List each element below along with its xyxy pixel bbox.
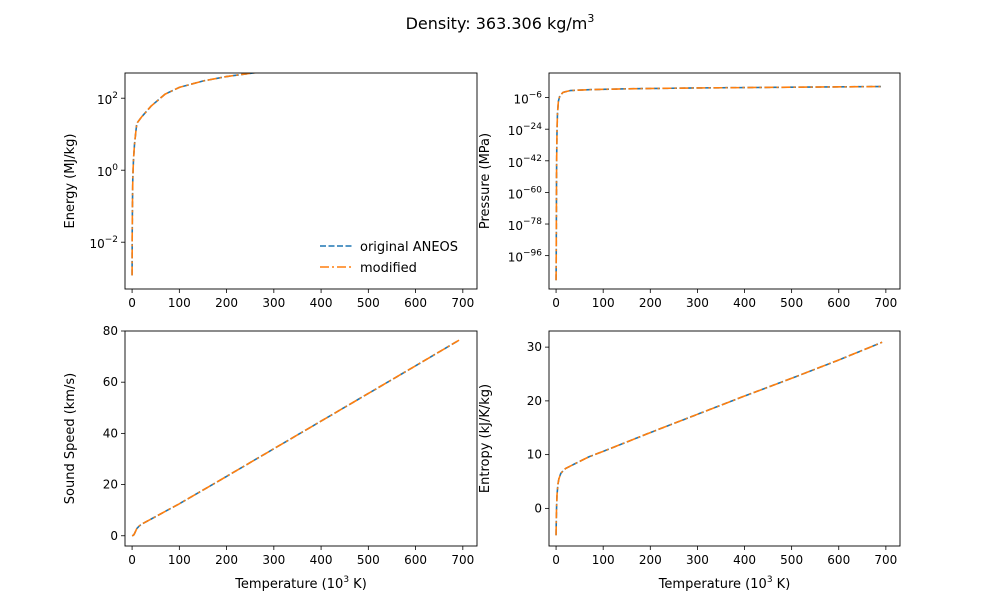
y-tick-label: 10−96 bbox=[508, 249, 543, 265]
x-tick-label: 500 bbox=[780, 296, 803, 310]
x-tick-label: 400 bbox=[733, 296, 756, 310]
series-modified-line bbox=[131, 73, 259, 276]
x-tick-label: 300 bbox=[262, 553, 285, 567]
panel-3: 0 100 200 300 400 500 600 700 0 20 40 60 80 Sound Spe… bbox=[63, 324, 478, 592]
y-tick-label: 20 bbox=[103, 478, 118, 492]
x-tick-label: 600 bbox=[827, 553, 850, 567]
x-tick-label: 600 bbox=[827, 296, 850, 310]
y-tick-label: 10−2 bbox=[89, 235, 118, 251]
axes-frame bbox=[548, 330, 901, 547]
x-tick-label: 700 bbox=[451, 553, 474, 567]
x-tick-label: 600 bbox=[404, 553, 427, 567]
series-modified-line bbox=[555, 85, 883, 281]
x-tick-label: 600 bbox=[404, 296, 427, 310]
series-group bbox=[131, 73, 259, 276]
y-tick-label: 20 bbox=[527, 394, 542, 408]
y-axis-label: Sound Speed (km/s) bbox=[63, 373, 78, 504]
y-tick-label: 0 bbox=[534, 501, 542, 515]
x-tick-label: 100 bbox=[592, 553, 615, 567]
y-tick-label: 10 bbox=[527, 448, 542, 462]
x-tick-label: 200 bbox=[639, 296, 662, 310]
legend: original ANEOS modified bbox=[320, 240, 458, 276]
x-tick-label: 0 bbox=[128, 296, 136, 310]
y-tick-label: 60 bbox=[103, 375, 118, 389]
series-modified-line bbox=[131, 339, 460, 537]
x-tick-label: 400 bbox=[310, 296, 333, 310]
x-tick-label: 100 bbox=[592, 296, 615, 310]
x-tick-label: 400 bbox=[310, 553, 333, 567]
x-tick-label: 700 bbox=[451, 296, 474, 310]
x-axis-label: Temperature (103 K) bbox=[234, 575, 367, 592]
series-original-aneos-line bbox=[555, 341, 883, 536]
x-tick-label: 700 bbox=[874, 296, 897, 310]
x-tick-label: 500 bbox=[357, 296, 380, 310]
panel-1: 0 100 200 300 400 500 600 700 10−2 100 102 Energy (… bbox=[63, 72, 478, 310]
x-tick-label: 100 bbox=[168, 296, 191, 310]
legend-original-label: original ANEOS bbox=[360, 240, 458, 255]
y-axis-label: Entropy (kJ/K/kg) bbox=[478, 384, 493, 493]
axes-frame bbox=[124, 330, 478, 547]
figure-title: Density: 363.306 kg/m3 bbox=[406, 12, 595, 33]
y-tick-label: 80 bbox=[103, 324, 118, 338]
axes-frame bbox=[548, 72, 901, 290]
series-original-aneos-line bbox=[555, 85, 883, 281]
x-tick-label: 200 bbox=[215, 296, 238, 310]
y-tick-label: 10−78 bbox=[508, 217, 543, 233]
x-axis-label: Temperature (103 K) bbox=[658, 575, 791, 592]
panel-4: 0 100 200 300 400 500 600 700 0 10 20 30 Entropy (kJ… bbox=[478, 330, 901, 592]
series-group bbox=[555, 341, 883, 536]
y-axis-label: Pressure (MPa) bbox=[478, 133, 493, 229]
x-tick-label: 400 bbox=[733, 553, 756, 567]
x-tick-label: 200 bbox=[639, 553, 662, 567]
y-tick-label: 10−42 bbox=[508, 154, 542, 170]
x-tick-label: 0 bbox=[552, 296, 560, 310]
y-axis-label: Energy (MJ/kg) bbox=[63, 134, 78, 229]
y-tick-label: 102 bbox=[97, 91, 118, 107]
x-tick-label: 700 bbox=[874, 553, 897, 567]
y-tick-label: 0 bbox=[110, 529, 118, 543]
x-tick-label: 500 bbox=[780, 553, 803, 567]
y-tick-label: 40 bbox=[103, 426, 118, 440]
series-group bbox=[131, 339, 460, 537]
legend-modified-label: modified bbox=[360, 261, 417, 276]
x-tick-label: 300 bbox=[686, 296, 709, 310]
y-tick-label: 30 bbox=[527, 340, 542, 354]
x-tick-label: 0 bbox=[128, 553, 136, 567]
x-tick-label: 100 bbox=[168, 553, 191, 567]
x-tick-label: 0 bbox=[552, 553, 560, 567]
x-tick-label: 200 bbox=[215, 553, 238, 567]
x-tick-label: 300 bbox=[262, 296, 285, 310]
panel-2: 0 100 200 300 400 500 600 700 10−96 10−78 10−60 10−… bbox=[478, 72, 901, 310]
y-tick-label: 10−60 bbox=[508, 185, 543, 201]
series-group bbox=[555, 85, 883, 281]
series-modified-line bbox=[555, 341, 883, 536]
axes-frame bbox=[124, 72, 478, 290]
x-tick-label: 500 bbox=[357, 553, 380, 567]
y-tick-label: 100 bbox=[97, 163, 118, 179]
y-tick-label: 10−6 bbox=[513, 91, 542, 107]
y-tick-label: 10−24 bbox=[508, 122, 543, 138]
x-tick-label: 300 bbox=[686, 553, 709, 567]
